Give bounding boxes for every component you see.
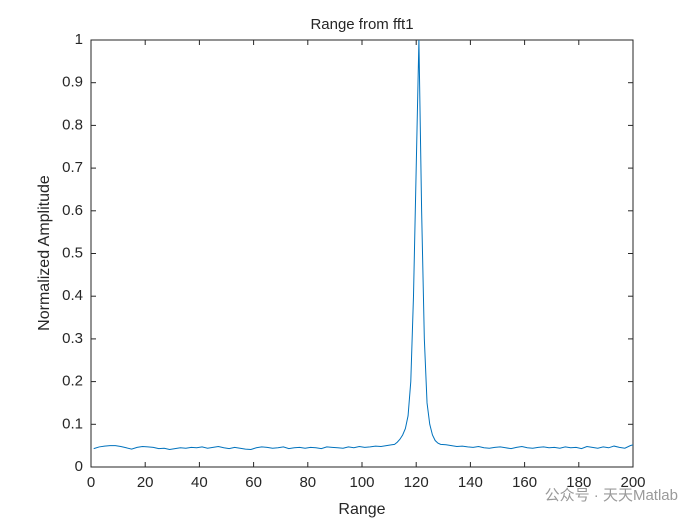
x-tick-label: 80 (299, 474, 316, 491)
y-tick-label: 0.9 (62, 74, 83, 91)
y-tick-label: 0.1 (62, 415, 83, 432)
x-tick-label: 100 (349, 474, 374, 491)
x-tick-label: 40 (191, 474, 208, 491)
x-tick-label: 180 (566, 474, 591, 491)
x-tick-label: 0 (87, 474, 95, 491)
y-tick-label: 0.7 (62, 159, 83, 176)
y-tick-label: 1 (75, 31, 83, 48)
y-tick-label: 0.8 (62, 116, 83, 133)
data-line (93, 39, 634, 450)
y-tick-label: 0.3 (62, 330, 83, 347)
y-tick-label: 0.4 (62, 287, 83, 304)
x-tick-label: 200 (620, 474, 645, 491)
y-tick-label: 0.6 (62, 202, 83, 219)
plot-box (90, 39, 634, 468)
watermark: 公众号 · 天天Matlab (545, 487, 678, 504)
x-tick-label: 140 (458, 474, 483, 491)
x-tick-label: 20 (137, 474, 154, 491)
y-tick-label: 0.2 (62, 373, 83, 390)
x-axis-label: Range (338, 501, 385, 518)
x-tick-label: 120 (404, 474, 429, 491)
y-axis-label: Normalized Amplitude (36, 175, 53, 331)
x-tick-label: 160 (512, 474, 537, 491)
y-tick-label: 0.5 (62, 244, 83, 261)
chart-title: Range from fft1 (310, 16, 413, 33)
y-tick-label: 0 (75, 458, 83, 475)
x-tick-label: 60 (245, 474, 262, 491)
